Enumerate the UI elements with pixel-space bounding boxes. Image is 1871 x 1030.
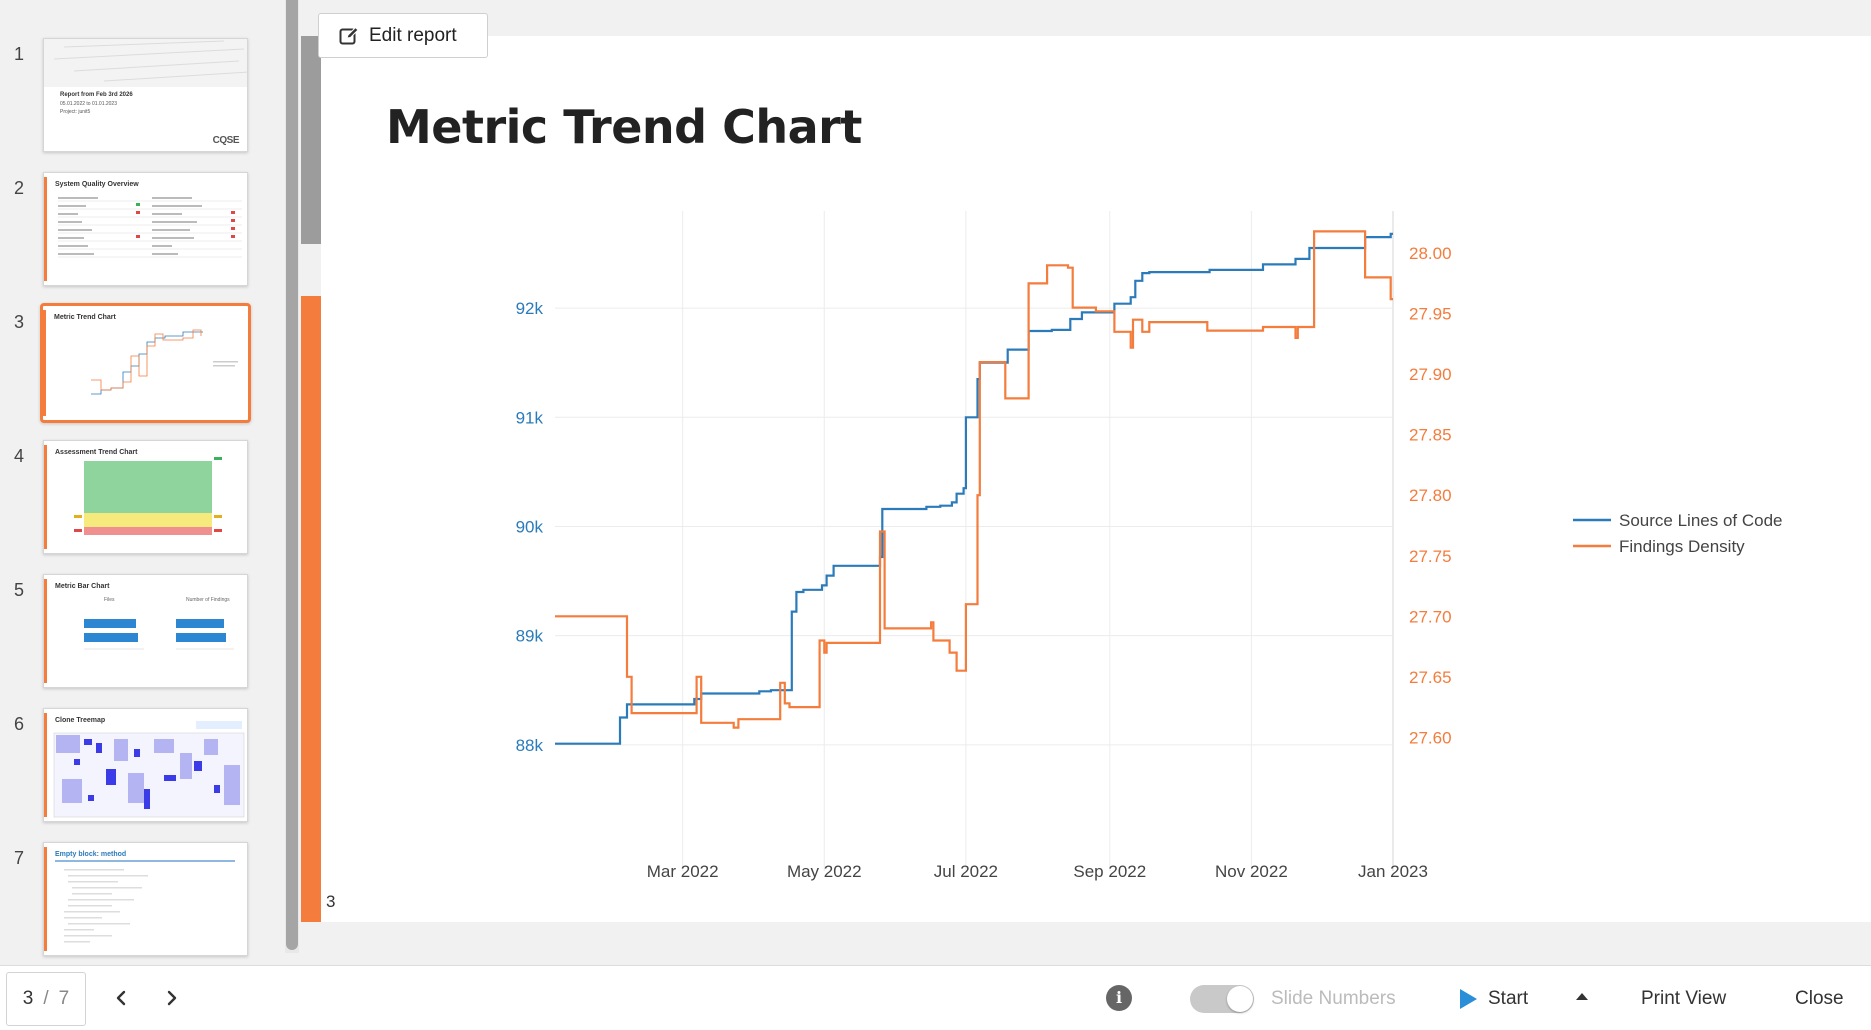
- metric-trend-chart: 88k 89k 90k 91k 92k 27.60 27.65 27.70 27.75 27.8…: [516, 211, 1783, 881]
- close-button[interactable]: Close: [1795, 988, 1844, 1009]
- slide-numbers-label: Slide Numbers: [1271, 988, 1396, 1009]
- play-icon: [1460, 989, 1477, 1009]
- print-view-button[interactable]: Print View: [1641, 988, 1727, 1009]
- slide-thumbnail-preview[interactable]: Empty block: method: [43, 842, 248, 956]
- right-axis-tick-label: 27.75: [1409, 547, 1452, 566]
- toggle-knob: [1227, 986, 1253, 1012]
- slide-thumbnail-number: 7: [14, 848, 25, 868]
- slide-thumbnail-number: 6: [14, 714, 25, 734]
- slide-thumbnail-3[interactable]: 3 Metric Trend Chart: [0, 303, 260, 424]
- slide-thumbnail-number: 1: [14, 44, 25, 64]
- right-axis-tick-label: 27.60: [1409, 728, 1452, 747]
- right-axis-tick-label: 27.85: [1409, 426, 1452, 445]
- legend-label: Findings Density: [1619, 537, 1745, 556]
- right-axis-tick-label: 27.65: [1409, 668, 1452, 687]
- thumb-accent-bar: [43, 310, 46, 416]
- edit-report-label: Edit report: [369, 24, 457, 46]
- slide-thumbnail-number: 4: [14, 446, 25, 466]
- start-button[interactable]: Start: [1460, 985, 1528, 1013]
- slide-thumbnail-4[interactable]: 4 Assessment Trend Chart: [0, 440, 260, 558]
- right-axis-tick-label: 27.90: [1409, 365, 1452, 384]
- series-line-findings-density: [555, 230, 1393, 729]
- slide-thumbnail-6[interactable]: 6 Clone Treemap: [0, 708, 260, 826]
- thumb-title: System Quality Overview: [55, 181, 139, 188]
- slide-number: 3: [326, 892, 336, 911]
- presentation-toolbar: 3 / 7: [0, 965, 1871, 1030]
- current-page: 3: [22, 988, 34, 1009]
- sidebar-scrollbar-thumb[interactable]: [286, 0, 298, 950]
- slide-thumbnail-preview[interactable]: System Quality Overview: [43, 172, 248, 286]
- series-line-source-lines-of-code: [555, 232, 1393, 745]
- thumb-accent-bar: [44, 445, 47, 549]
- x-axis-tick-label: Sep 2022: [1073, 862, 1146, 881]
- thumb-title: Assessment Trend Chart: [55, 449, 138, 456]
- thumb-col-findings: Number of Findings: [186, 597, 230, 603]
- info-icon[interactable]: i: [1106, 985, 1132, 1011]
- slide-thumbnail-number: 3: [14, 312, 25, 332]
- x-axis-tick-label: Mar 2022: [647, 862, 719, 881]
- x-axis-tick-label: May 2022: [787, 862, 862, 881]
- thumb-title: Report from Feb 3rd 2026: [60, 92, 133, 98]
- slide-thumbnail-2[interactable]: 2 System Quality Overview: [0, 172, 260, 290]
- slide-thumbnail-number: 5: [14, 580, 25, 600]
- left-axis-ticks: 88k 89k 90k 91k 92k: [516, 299, 544, 755]
- slide-thumbnail-preview[interactable]: Report from Feb 3rd 2026 05.01.2022 to 0…: [43, 38, 248, 152]
- start-label: Start: [1488, 988, 1529, 1009]
- chart-grid: [555, 211, 1394, 871]
- thumb-accent-bar: [44, 579, 47, 683]
- thumb-col-files: Files: [104, 597, 115, 603]
- right-axis-tick-label: 27.70: [1409, 607, 1452, 626]
- thumb-accent-bar: [44, 847, 47, 951]
- x-axis-tick-label: Jan 2023: [1358, 862, 1428, 881]
- edit-icon: [339, 26, 359, 44]
- caret-up-icon[interactable]: [1576, 993, 1588, 1000]
- page-indicator[interactable]: 3 / 7: [6, 972, 86, 1026]
- legend-label: Source Lines of Code: [1619, 511, 1783, 530]
- thumb-accent-bar: [44, 177, 47, 281]
- slide-thumbnail-sidebar: 1 Report from Feb 3rd 2026 05.01.2022 to…: [0, 0, 285, 965]
- x-axis-tick-label: Nov 2022: [1215, 862, 1288, 881]
- chart-legend: Source Lines of Code Findings Density: [1573, 511, 1783, 556]
- left-axis-tick-label: 88k: [516, 736, 544, 755]
- slide-thumbnail-number: 2: [14, 178, 25, 198]
- slide-title: Metric Trend Chart: [386, 100, 862, 154]
- thumb-title: Clone Treemap: [55, 717, 106, 724]
- x-axis-tick-label: Jul 2022: [934, 862, 998, 881]
- slide-thumbnail-preview-active[interactable]: Metric Trend Chart: [40, 303, 251, 423]
- left-axis-tick-label: 90k: [516, 517, 544, 536]
- cqse-logo: CQSE: [212, 135, 240, 146]
- thumb-accent-bar: [44, 713, 47, 817]
- chevron-left-icon[interactable]: [109, 984, 133, 1012]
- thumb-project: Project: junit5: [60, 109, 91, 115]
- slide-thumbnail-preview[interactable]: Metric Bar Chart Files Number of Finding…: [43, 574, 248, 688]
- slide-thumbnail-preview[interactable]: Assessment Trend Chart: [43, 440, 248, 554]
- left-axis-tick-label: 91k: [516, 408, 544, 427]
- chart-series: [555, 230, 1393, 745]
- thumb-title: Metric Trend Chart: [54, 314, 116, 321]
- thumb-title: Metric Bar Chart: [55, 583, 110, 590]
- right-axis-ticks: 27.60 27.65 27.70 27.75 27.80 27.85 27.90 27.95…: [1409, 244, 1452, 747]
- right-axis-tick-label: 28.00: [1409, 244, 1452, 263]
- x-axis-ticks: Mar 2022 May 2022 Jul 2022 Sep 2022 Nov 2022…: [647, 862, 1428, 881]
- left-axis-tick-label: 92k: [516, 299, 544, 318]
- right-axis-tick-label: 27.80: [1409, 486, 1452, 505]
- page-separator: /: [43, 988, 49, 1009]
- slide-thumbnail-preview[interactable]: Clone Treemap: [43, 708, 248, 822]
- right-axis-tick-label: 27.95: [1409, 305, 1452, 324]
- edit-report-button[interactable]: Edit report: [318, 13, 488, 58]
- slide-numbers-toggle[interactable]: [1190, 985, 1254, 1013]
- thumb-date-range: 05.01.2022 to 01.01.2023: [60, 101, 117, 107]
- slide-side-rail-accent: [301, 296, 321, 922]
- chevron-right-icon[interactable]: [160, 984, 184, 1012]
- slide-thumbnail-5[interactable]: 5 Metric Bar Chart Files Number of Findi…: [0, 574, 260, 692]
- total-pages: 7: [58, 988, 70, 1009]
- thumb-title: Empty block: method: [55, 851, 127, 858]
- left-axis-tick-label: 89k: [516, 627, 544, 646]
- slide-thumbnail-1[interactable]: 1 Report from Feb 3rd 2026 05.01.2022 to…: [0, 38, 260, 156]
- slide-side-rail-gray: [301, 36, 321, 244]
- slide-canvas: [321, 36, 1871, 922]
- slide-thumbnail-7[interactable]: 7 Empty block: method: [0, 842, 260, 960]
